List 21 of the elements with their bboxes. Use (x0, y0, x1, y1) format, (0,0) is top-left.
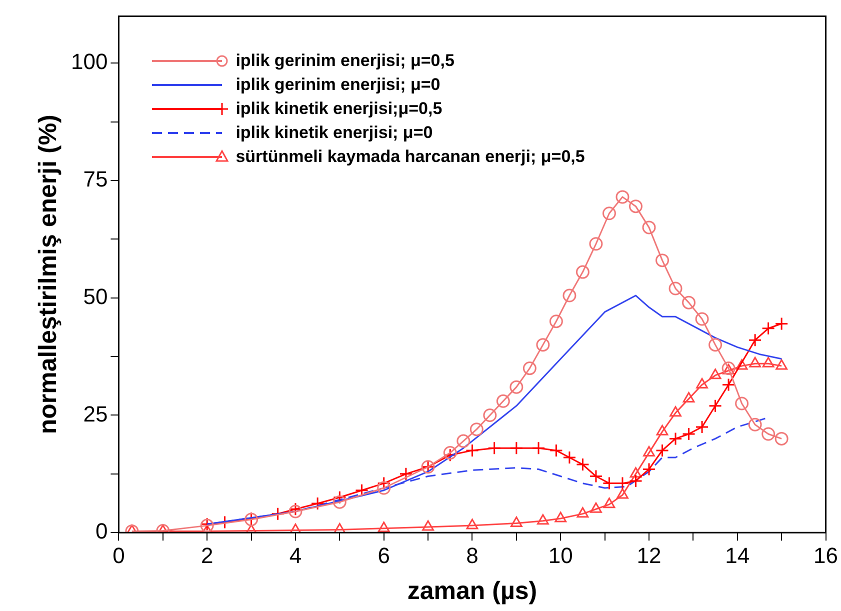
legend-label: iplik gerinim enerjisi; μ=0 (236, 75, 440, 96)
y-tick-label: 100 (70, 49, 108, 74)
legend-label: sürtünmeli kaymada harcanan enerji; μ=0,5 (236, 147, 585, 168)
x-tick-label: 10 (548, 542, 573, 568)
y-tick-label: 25 (83, 401, 108, 426)
x-tick-label: 16 (814, 542, 838, 568)
legend-label: iplik kinetik enerjisi; μ=0 (236, 123, 433, 144)
y-tick-label: 50 (83, 284, 108, 309)
x-tick-label: 8 (466, 542, 478, 568)
legend-label: iplik gerinim enerjisi; μ=0,5 (236, 51, 454, 72)
x-tick-label: 14 (725, 542, 750, 568)
y-tick-label: 0 (95, 518, 108, 544)
x-tick-label: 4 (289, 542, 302, 568)
y-axis-title: normalleştirilmiş enerji (%) (34, 114, 62, 434)
x-axis-title: zaman (µs) (407, 576, 538, 605)
y-tick-label: 75 (83, 166, 108, 192)
x-tick-label: 2 (200, 542, 214, 568)
legend-label: iplik kinetik enerjisi;μ=0,5 (236, 99, 442, 120)
x-tick-label: 12 (636, 542, 662, 568)
x-tick-label: 0 (112, 542, 125, 568)
x-tick-label: 6 (378, 542, 390, 568)
